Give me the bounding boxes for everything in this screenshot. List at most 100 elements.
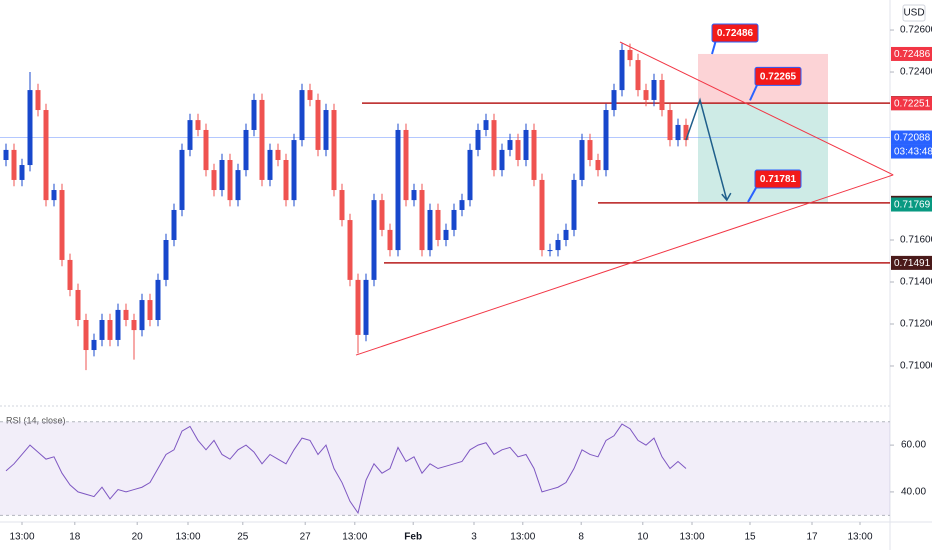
candle-body [139,300,145,331]
trendline [355,174,894,356]
candle-body [243,129,249,171]
candle-body [283,160,289,201]
candle-body [579,140,585,180]
price-tag-label: 0.71769 [894,200,931,211]
rsi-tick-label: 40.00 [901,487,926,498]
price-tag [891,130,932,145]
candle-body [627,49,633,61]
candle-body [115,309,121,340]
arrow-head [721,192,732,202]
candle-body [387,229,393,251]
price-tag-label: 0.72251 [894,98,931,109]
x-tick-label: 10 [637,532,649,543]
rsi-line [5,423,687,515]
candle-body [515,140,521,160]
candle-body [603,110,609,171]
trendline [619,41,894,176]
candle-body [587,140,593,160]
candle-body [643,90,649,100]
candle-body [259,99,265,180]
x-tick-label: 3 [471,532,477,543]
candle-body [475,129,481,150]
candle-body [267,149,273,180]
candle-body [635,60,641,91]
candle-body [123,309,129,320]
x-tick-label: Feb [404,532,422,543]
x-tick-label: 18 [69,532,81,543]
x-tick-label: 15 [744,532,756,543]
candle-body [667,110,673,141]
annotation-box [754,66,802,86]
candle-body [19,165,25,180]
rsi-tick-label: 60.00 [901,440,926,451]
candle-body [539,179,545,251]
x-tick-label: 13:00 [175,532,200,543]
candle-body [99,320,105,340]
currency: USD [903,8,924,19]
candle-body [619,49,625,91]
candle-body [307,90,313,100]
candle-body [419,190,425,251]
candle-body [563,229,569,240]
countdown-box [891,144,932,159]
candle-body [651,80,657,100]
candle-body [363,279,369,335]
price-tag-label: 0.72486 [894,49,931,60]
candle-body [131,320,137,331]
candle-body [51,190,57,201]
countdown: 03:43:48 [894,147,932,158]
candle-body [315,99,321,150]
candle-body [291,140,297,201]
candle-body [411,190,417,201]
candle-body [35,90,41,111]
candle-body [371,200,377,280]
candle-body [275,149,281,160]
candle-body [459,200,465,210]
candle-body [171,209,177,240]
candle-body [323,110,329,150]
candle-body [195,120,201,130]
candle-body [155,279,161,320]
rsi-title: RSI (14, close) [6,415,66,425]
candle-body [467,149,473,201]
candle-body [683,124,689,141]
annotation-label: 0.71781 [760,174,797,185]
candle-body [251,99,257,130]
candle-body [59,190,65,260]
annotation-label: 0.72486 [717,28,754,39]
candle-body [187,120,193,150]
x-tick-label: 13:00 [510,532,535,543]
candle-body [147,300,153,320]
candle-body [347,220,353,280]
candle-body [523,129,529,160]
candle-body [179,149,185,210]
x-tick-label: 8 [578,532,584,543]
x-tick-label: 13:00 [9,532,34,543]
candle-body [435,209,441,240]
price-tag [891,46,932,61]
candle-body [163,240,169,280]
candle-body [91,339,97,351]
candle-body [555,240,561,251]
candle-body [67,259,73,290]
price-tag [891,255,932,270]
candle-body [11,149,17,180]
candle-body [675,124,681,141]
price-tag-label: 0.71491 [894,258,931,269]
currency-box[interactable] [902,4,926,22]
candle-body [427,209,433,251]
candle-body [595,160,601,171]
candle-body [211,170,217,191]
candle-body [611,90,617,111]
candle-body [659,80,665,111]
x-tick-label: 17 [806,532,818,543]
path-arrow [685,97,728,201]
candle-body [499,149,505,171]
candle-body [227,160,233,201]
